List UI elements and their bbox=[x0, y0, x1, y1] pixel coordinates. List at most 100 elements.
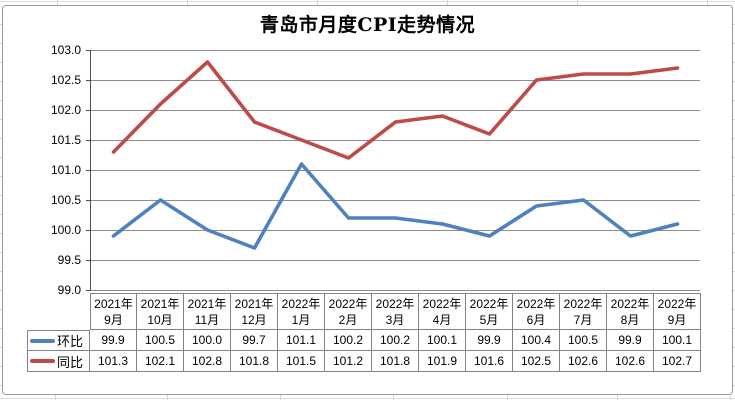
table-value-cell: 102.1 bbox=[137, 351, 184, 372]
legend-cell-0: 环比 bbox=[27, 330, 90, 351]
month-header-cell: 2022年 5月 bbox=[466, 293, 513, 330]
table-value-cell: 100.2 bbox=[325, 330, 372, 351]
sheet-gridline bbox=[167, 395, 168, 400]
legend-line-swatch-1 bbox=[30, 359, 55, 363]
month-header-cell: 2022年 1月 bbox=[278, 293, 325, 330]
sheet-gridline bbox=[733, 100, 735, 101]
sheet-gridline bbox=[0, 385, 2, 386]
month-header-text: 9月 bbox=[667, 313, 687, 327]
sheet-gridline bbox=[733, 328, 735, 329]
sheet-gridline bbox=[0, 62, 2, 63]
sheet-gridline bbox=[617, 395, 618, 400]
sheet-gridline bbox=[733, 43, 735, 44]
month-header-text: 7月 bbox=[573, 313, 593, 327]
sheet-gridline bbox=[733, 119, 735, 120]
sheet-gridline bbox=[0, 100, 2, 101]
sheet-gridline bbox=[447, 0, 448, 5]
month-header-text: 2022年 bbox=[328, 297, 368, 311]
sheet-gridline bbox=[0, 214, 2, 215]
table-value-cell: 99.9 bbox=[466, 330, 513, 351]
table-value-cell: 101.3 bbox=[90, 351, 137, 372]
sheet-gridline bbox=[0, 328, 2, 329]
month-header-text: 8月 bbox=[620, 313, 640, 327]
sheet-gridline bbox=[0, 43, 2, 44]
sheet-gridline bbox=[730, 395, 731, 400]
month-header-text: 11月 bbox=[194, 313, 220, 327]
month-header-cell: 2021年 12月 bbox=[231, 293, 278, 330]
y-axis-label: 101.5 bbox=[50, 133, 81, 147]
sheet-gridline bbox=[507, 395, 508, 400]
month-header-text: 2022年 bbox=[563, 297, 603, 311]
sheet-gridline bbox=[317, 0, 318, 5]
month-header-text: 2022年 bbox=[469, 297, 509, 311]
y-axis-label: 103.0 bbox=[50, 43, 81, 57]
y-axis-label: 100.5 bbox=[50, 193, 81, 207]
sheet-gridline bbox=[0, 271, 2, 272]
sheet-gridline bbox=[0, 1, 735, 2]
table-value-cell: 101.1 bbox=[278, 330, 325, 351]
month-header-cell: 2021年 9月 bbox=[90, 293, 137, 330]
y-axis-label: 101.0 bbox=[50, 163, 81, 177]
sheet-gridline bbox=[733, 176, 735, 177]
sheet-gridline bbox=[0, 233, 2, 234]
y-axis-label: 102.0 bbox=[50, 103, 81, 117]
table-value-cell: 100.4 bbox=[513, 330, 560, 351]
sheet-gridline bbox=[0, 81, 2, 82]
sheet-gridline bbox=[733, 385, 735, 386]
month-header-cell: 2022年 4月 bbox=[419, 293, 466, 330]
month-header-text: 2月 bbox=[338, 313, 358, 327]
sheet-gridline bbox=[0, 176, 2, 177]
table-value-cell: 102.6 bbox=[607, 351, 654, 372]
legend-line-swatch-0 bbox=[30, 338, 55, 343]
sheet-gridline bbox=[733, 157, 735, 158]
table-value-cell: 100.1 bbox=[419, 330, 466, 351]
month-header-text: 2022年 bbox=[657, 297, 697, 311]
sheet-gridline bbox=[280, 395, 281, 400]
sheet-gridline bbox=[55, 395, 56, 400]
sheet-gridline bbox=[0, 195, 2, 196]
month-header-cell: 2021年 11月 bbox=[184, 293, 231, 330]
legend-label: 环比 bbox=[57, 334, 84, 349]
sheet-gridline bbox=[0, 252, 2, 253]
month-header-text: 2022年 bbox=[375, 297, 415, 311]
month-header-text: 5月 bbox=[479, 313, 499, 327]
table-value-cell: 101.8 bbox=[231, 351, 278, 372]
sheet-gridline bbox=[57, 0, 58, 5]
sheet-gridline bbox=[733, 233, 735, 234]
month-header-cell: 2022年 6月 bbox=[513, 293, 560, 330]
month-header-text: 3月 bbox=[385, 313, 405, 327]
table-value-cell: 99.9 bbox=[90, 330, 137, 351]
sheet-gridline bbox=[0, 138, 2, 139]
chart-title: 青岛市月度CPI走势情况 bbox=[259, 14, 476, 36]
table-value-cell: 101.9 bbox=[419, 351, 466, 372]
month-header-cell: 2022年 2月 bbox=[325, 293, 372, 330]
data-table: 2021年 9月 2021年 10月 2021年 11月 2021年 12月 2022年 1月 20… bbox=[27, 293, 701, 372]
sheet-gridline bbox=[733, 309, 735, 310]
sheet-gridline bbox=[0, 366, 2, 367]
month-header-text: 4月 bbox=[432, 313, 452, 327]
month-header-text: 2021年 bbox=[94, 297, 133, 311]
month-header-cell: 2022年 7月 bbox=[560, 293, 607, 330]
sheet-gridline bbox=[0, 157, 2, 158]
month-header-text: 2022年 bbox=[281, 297, 321, 311]
sheet-gridline bbox=[733, 81, 735, 82]
table-value-cell: 99.9 bbox=[607, 330, 654, 351]
y-axis-label: 99.0 bbox=[57, 283, 81, 297]
table-value-cell: 100.2 bbox=[372, 330, 419, 351]
month-header-cell: 2022年 9月 bbox=[654, 293, 701, 330]
table-value-cell: 102.8 bbox=[184, 351, 231, 372]
month-header-cell: 2022年 3月 bbox=[372, 293, 419, 330]
sheet-gridline bbox=[733, 347, 735, 348]
table-value-cell: 101.2 bbox=[325, 351, 372, 372]
sheet-gridline bbox=[733, 214, 735, 215]
table-value-cell: 101.8 bbox=[372, 351, 419, 372]
sheet-gridline bbox=[707, 0, 708, 5]
sheet-gridline bbox=[733, 290, 735, 291]
month-header-text: 2021年 bbox=[187, 297, 227, 311]
table-value-cell: 100.1 bbox=[654, 330, 701, 351]
legend-label: 同比 bbox=[57, 354, 84, 370]
table-value-cell: 102.5 bbox=[513, 351, 560, 372]
table-corner-cell bbox=[27, 293, 90, 330]
sheet-gridline bbox=[733, 62, 735, 63]
